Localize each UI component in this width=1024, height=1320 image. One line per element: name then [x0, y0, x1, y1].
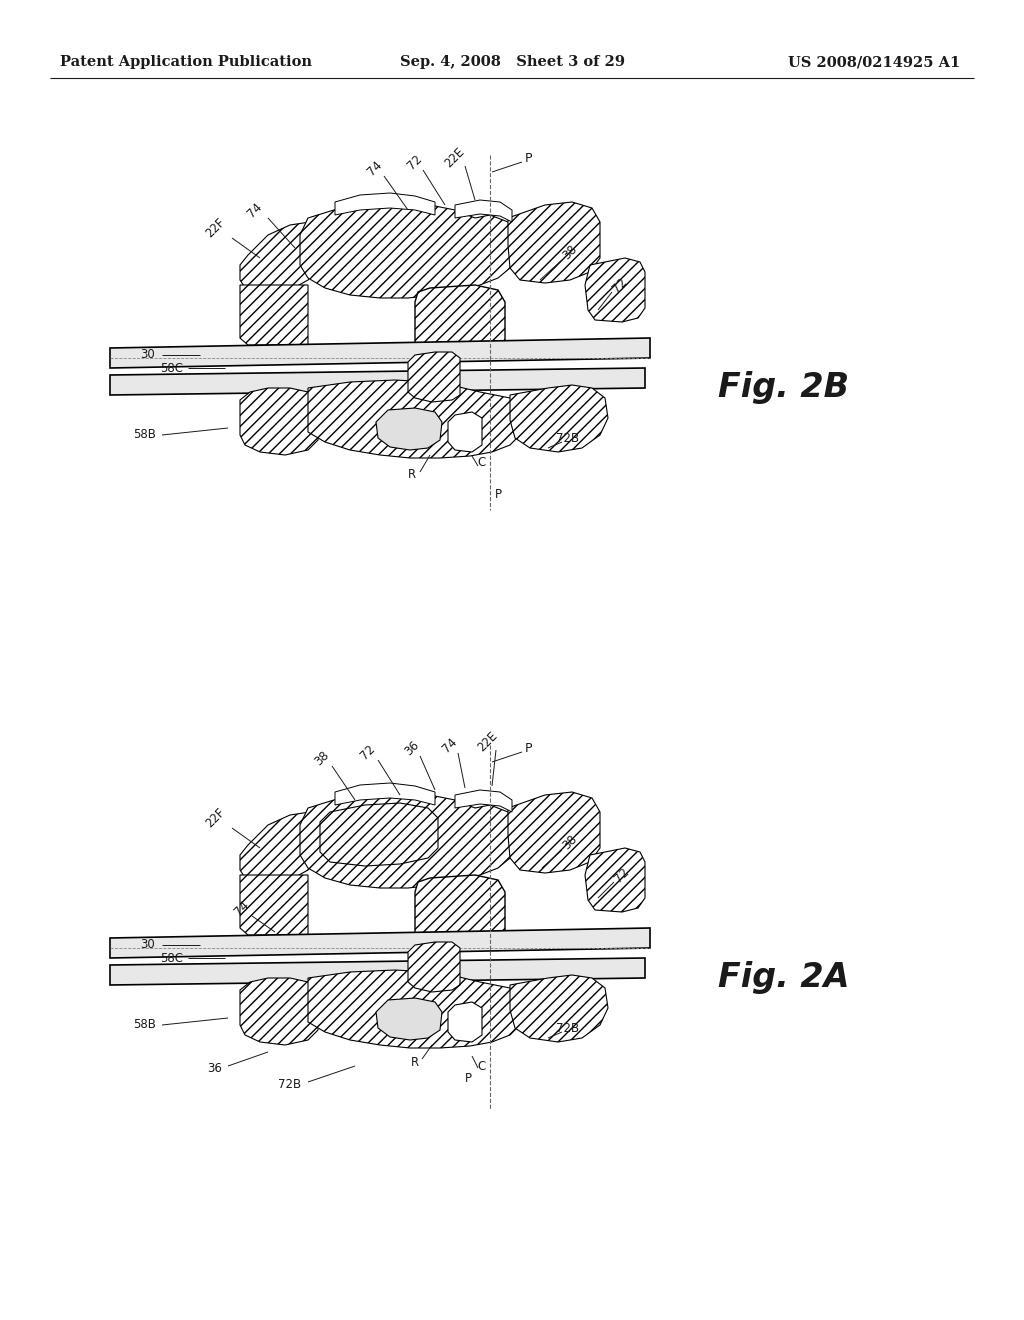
Polygon shape [240, 875, 308, 935]
Text: 74: 74 [232, 898, 252, 917]
Text: P: P [524, 742, 531, 755]
Text: 38: 38 [560, 832, 580, 851]
Text: 36: 36 [208, 1061, 222, 1074]
Text: P: P [465, 1072, 471, 1085]
Text: C: C [478, 1060, 486, 1072]
Polygon shape [240, 978, 318, 1045]
Polygon shape [110, 338, 650, 368]
Text: 30: 30 [140, 939, 156, 952]
Polygon shape [415, 285, 505, 360]
Text: 22F: 22F [203, 805, 227, 830]
Polygon shape [300, 792, 518, 888]
Polygon shape [110, 368, 645, 395]
Text: P: P [524, 152, 531, 165]
Text: 58C: 58C [161, 952, 183, 965]
Text: 22F: 22F [203, 215, 227, 240]
Polygon shape [240, 812, 318, 884]
Polygon shape [376, 998, 442, 1040]
Text: 58C: 58C [161, 362, 183, 375]
Text: 58B: 58B [133, 429, 157, 441]
Polygon shape [308, 380, 520, 458]
Text: US 2008/0214925 A1: US 2008/0214925 A1 [787, 55, 961, 69]
Text: R: R [411, 1056, 419, 1068]
Text: 74: 74 [440, 735, 460, 755]
Polygon shape [449, 1002, 482, 1041]
Text: Patent Application Publication: Patent Application Publication [60, 55, 312, 69]
Text: 38: 38 [312, 748, 332, 768]
Polygon shape [110, 958, 645, 985]
Text: 58B: 58B [133, 1019, 157, 1031]
Text: R: R [408, 469, 416, 482]
Text: 72B: 72B [556, 432, 580, 445]
Polygon shape [510, 385, 608, 451]
Polygon shape [508, 202, 600, 282]
Polygon shape [510, 975, 608, 1041]
Text: C: C [478, 455, 486, 469]
Text: Fig. 2B: Fig. 2B [718, 371, 849, 404]
Polygon shape [300, 202, 518, 298]
Polygon shape [110, 928, 650, 958]
Polygon shape [585, 257, 645, 322]
Polygon shape [455, 789, 512, 812]
Text: 22E: 22E [442, 145, 468, 170]
Polygon shape [508, 792, 600, 873]
Text: 72: 72 [610, 275, 630, 294]
Polygon shape [319, 803, 438, 866]
Text: Sep. 4, 2008   Sheet 3 of 29: Sep. 4, 2008 Sheet 3 of 29 [399, 55, 625, 69]
Polygon shape [335, 783, 435, 805]
Polygon shape [240, 388, 318, 455]
Text: 74: 74 [366, 158, 385, 178]
Text: 72B: 72B [556, 1022, 580, 1035]
Polygon shape [240, 285, 308, 345]
Text: 36: 36 [402, 738, 422, 758]
Text: 72: 72 [612, 865, 632, 884]
Text: 72: 72 [358, 742, 378, 762]
Text: 72B: 72B [279, 1078, 301, 1092]
Polygon shape [455, 201, 512, 222]
Polygon shape [585, 847, 645, 912]
Polygon shape [415, 875, 505, 950]
Text: P: P [495, 488, 502, 502]
Polygon shape [449, 412, 482, 451]
Text: 30: 30 [140, 348, 156, 362]
Polygon shape [408, 942, 460, 993]
Polygon shape [408, 352, 460, 403]
Text: 72: 72 [406, 152, 425, 172]
Polygon shape [335, 193, 435, 215]
Text: 22E: 22E [475, 730, 501, 755]
Polygon shape [376, 408, 442, 450]
Text: 74: 74 [245, 201, 265, 220]
Text: 38: 38 [560, 242, 580, 261]
Polygon shape [308, 970, 520, 1048]
Polygon shape [240, 222, 318, 294]
Text: Fig. 2A: Fig. 2A [718, 961, 850, 994]
